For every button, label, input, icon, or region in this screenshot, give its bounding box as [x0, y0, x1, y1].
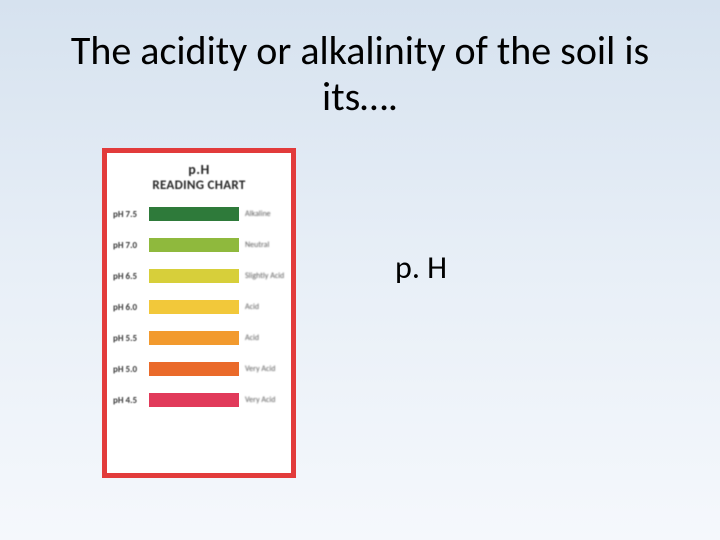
- chart-row: pH 5.0 Very Acid: [113, 360, 285, 378]
- ph-description: Acid: [245, 302, 259, 312]
- chart-row: pH 6.5 Slightly Acid: [113, 267, 285, 285]
- chart-row: pH 7.0 Neutral: [113, 236, 285, 254]
- color-swatch: [149, 362, 239, 376]
- ph-label: pH 5.0: [113, 364, 149, 375]
- chart-title-line2: READING CHART: [113, 178, 285, 193]
- ph-description: Very Acid: [245, 364, 275, 374]
- color-swatch: [149, 238, 239, 252]
- chart-row: pH 5.5 Acid: [113, 329, 285, 347]
- chart-title: p.H READING CHART: [113, 161, 285, 193]
- chart-row: pH 7.5 Alkaline: [113, 205, 285, 223]
- color-swatch: [149, 393, 239, 407]
- ph-label: pH 6.0: [113, 302, 149, 313]
- ph-description: Slightly Acid: [245, 271, 284, 281]
- ph-label: pH 4.5: [113, 395, 149, 406]
- chart-rows: pH 7.5 Alkaline pH 7.0 Neutral pH 6.5 Slightl…: [113, 205, 285, 409]
- ph-label: pH 7.5: [113, 209, 149, 220]
- chart-row: pH 6.0 Acid: [113, 298, 285, 316]
- chart-title-line1: p.H: [113, 161, 285, 178]
- chart-row: pH 4.5 Very Acid: [113, 391, 285, 409]
- ph-description: Neutral: [245, 240, 269, 250]
- ph-label: pH 5.5: [113, 333, 149, 344]
- slide-answer: p. H: [395, 248, 447, 287]
- ph-label: pH 6.5: [113, 271, 149, 282]
- color-swatch: [149, 207, 239, 221]
- slide-title: The acidity or alkalinity of the soil is…: [40, 28, 680, 120]
- color-swatch: [149, 269, 239, 283]
- ph-description: Alkaline: [245, 209, 271, 219]
- color-swatch: [149, 331, 239, 345]
- ph-label: pH 7.0: [113, 240, 149, 251]
- ph-description: Acid: [245, 333, 259, 343]
- ph-chart-card: p.H READING CHART pH 7.5 Alkaline pH 7.0 Ne…: [102, 148, 296, 478]
- ph-description: Very Acid: [245, 395, 275, 405]
- color-swatch: [149, 300, 239, 314]
